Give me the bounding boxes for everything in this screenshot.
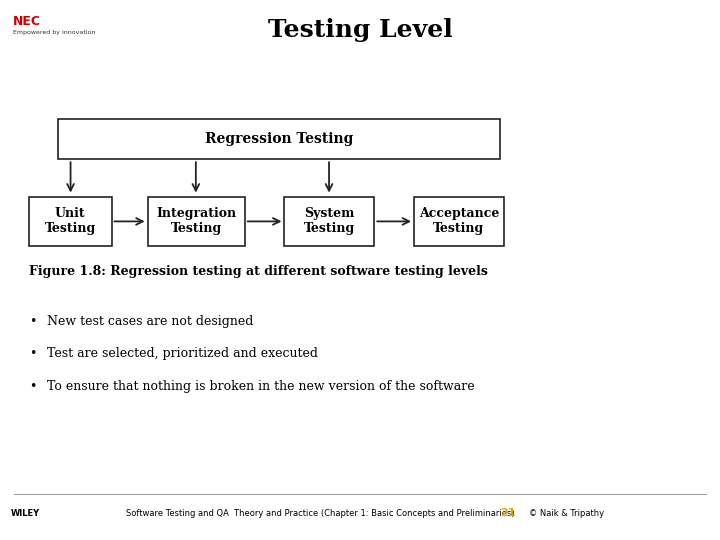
Text: •: • <box>29 315 36 328</box>
Text: NEC: NEC <box>13 15 41 28</box>
Text: Regression Testing: Regression Testing <box>204 132 354 146</box>
Text: Empowered by innovation: Empowered by innovation <box>13 30 95 35</box>
Text: New test cases are not designed: New test cases are not designed <box>47 315 253 328</box>
Text: Testing Level: Testing Level <box>268 18 452 42</box>
Text: Test are selected, prioritized and executed: Test are selected, prioritized and execu… <box>47 347 318 360</box>
Text: © Naik & Tripathy: © Naik & Tripathy <box>529 509 604 517</box>
Text: •: • <box>29 380 36 393</box>
FancyBboxPatch shape <box>284 197 374 246</box>
Text: Software Testing and QA  Theory and Practice (Chapter 1: Basic Concepts and Prel: Software Testing and QA Theory and Pract… <box>126 509 515 517</box>
Text: System
Testing: System Testing <box>304 207 355 235</box>
Text: To ensure that nothing is broken in the new version of the software: To ensure that nothing is broken in the … <box>47 380 474 393</box>
Text: 21: 21 <box>500 508 516 518</box>
Text: Figure 1.8: Regression testing at different software testing levels: Figure 1.8: Regression testing at differ… <box>29 265 487 278</box>
Text: Integration
Testing: Integration Testing <box>156 207 236 235</box>
Text: Acceptance
Testing: Acceptance Testing <box>419 207 499 235</box>
FancyBboxPatch shape <box>414 197 504 246</box>
FancyBboxPatch shape <box>58 119 500 159</box>
Text: •: • <box>29 347 36 360</box>
FancyBboxPatch shape <box>148 197 245 246</box>
Text: Unit
Testing: Unit Testing <box>45 207 96 235</box>
Text: WILEY: WILEY <box>11 509 40 517</box>
FancyBboxPatch shape <box>29 197 112 246</box>
